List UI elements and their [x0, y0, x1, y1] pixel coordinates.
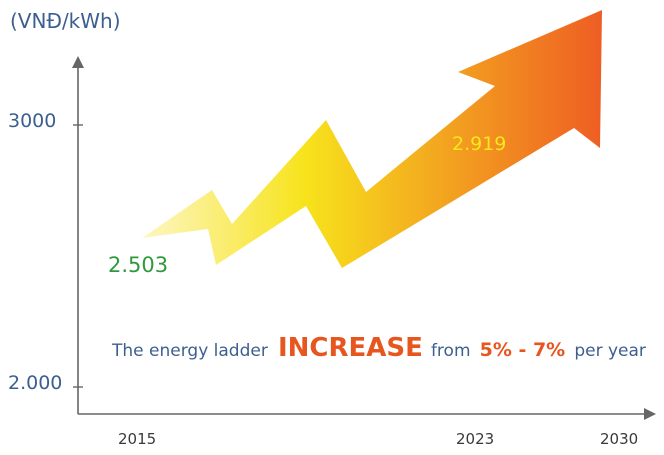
annotation-emphasis: INCREASE	[278, 333, 423, 363]
y-axis-arrow	[72, 56, 84, 68]
x-tick-label-2015: 2015	[118, 430, 156, 448]
x-tick-label-2030: 2030	[600, 430, 638, 448]
data-label-2015: 2.503	[108, 253, 168, 277]
unit-label: (VNĐ/kWh)	[10, 9, 121, 33]
growth-arrow	[142, 10, 602, 268]
x-tick-label-2023: 2023	[456, 430, 494, 448]
annotation: The energy ladder INCREASE from 5% - 7% …	[111, 333, 646, 363]
data-label-2023: 2.919	[452, 133, 506, 155]
annotation-middle: from	[431, 341, 471, 361]
y-tick-label-3000: 3000	[8, 110, 56, 132]
annotation-suffix: per year	[574, 341, 646, 361]
y-tick-label-2000: 2.000	[8, 372, 62, 394]
x-axis-arrow	[644, 408, 656, 420]
annotation-prefix: The energy ladder	[111, 341, 268, 361]
annotation-range: 5% - 7%	[480, 339, 566, 361]
